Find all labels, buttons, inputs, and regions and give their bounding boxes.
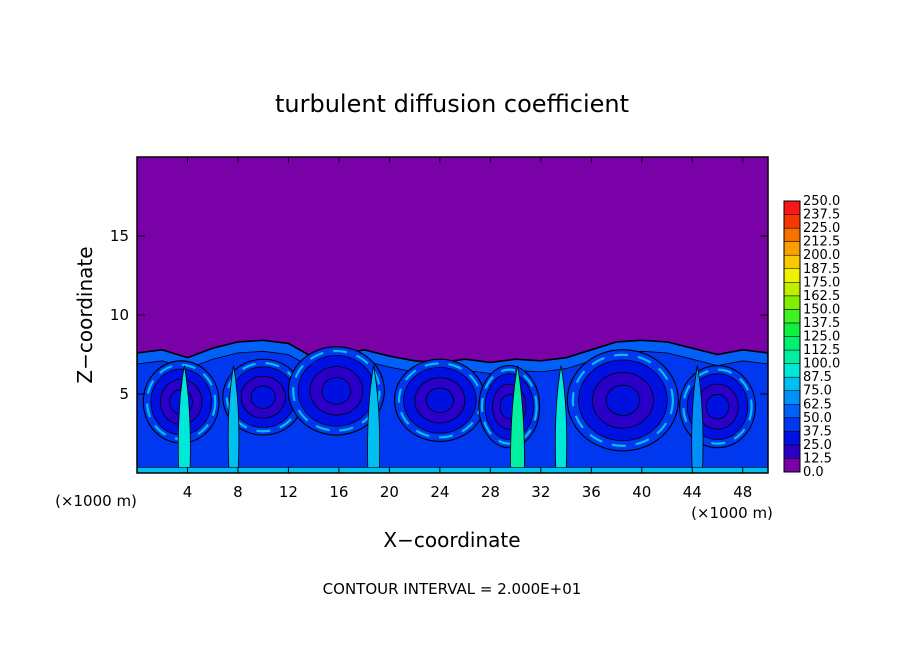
colorbar: 0.012.525.037.550.062.575.087.5100.0112.… (783, 194, 840, 480)
plume-6 (691, 365, 704, 473)
colorbar-label: 12.5 (803, 451, 832, 466)
colorbar-label: 212.5 (803, 235, 840, 250)
plume-2 (227, 365, 240, 473)
y-tick-label: 10 (110, 306, 129, 324)
colorbar-label: 37.5 (803, 424, 832, 439)
x-tick-label: 48 (733, 483, 752, 501)
colorbar-swatch (783, 417, 801, 432)
colorbar-label: 25.0 (803, 438, 832, 453)
colorbar-swatch (783, 241, 801, 256)
x-tick-label: 8 (233, 483, 243, 501)
colorbar-swatch (783, 390, 801, 405)
colorbar-swatch (783, 431, 801, 446)
colorbar-swatch (783, 444, 801, 459)
colorbar-swatch (783, 349, 801, 364)
colorbar-swatch (783, 322, 801, 337)
x-tick-label: 40 (632, 483, 651, 501)
eddy-3-rim (292, 349, 381, 432)
colorbar-label: 87.5 (803, 370, 832, 385)
colorbar-swatch (783, 214, 801, 229)
y-axis-label: Z−coordinate (73, 246, 97, 383)
y-tick-label: 5 (119, 385, 129, 403)
eddy-7-contour-4 (705, 393, 730, 420)
x-tick-label: 12 (279, 483, 298, 501)
colorbar-swatch (783, 336, 801, 351)
colorbar-label: 125.0 (803, 330, 840, 345)
colorbar-label: 62.5 (803, 397, 832, 412)
colorbar-frame (783, 200, 801, 473)
plot-area (136, 156, 769, 474)
colorbar-label: 250.0 (803, 194, 840, 209)
plume-4 (510, 365, 525, 473)
x-tick-label: 20 (380, 483, 399, 501)
colorbar-label: 50.0 (803, 411, 832, 426)
x-tick-label: 28 (481, 483, 500, 501)
plume-3 (367, 365, 381, 473)
colorbar-swatch (783, 404, 801, 419)
x-tick-label: 24 (430, 483, 449, 501)
eddy-6-rim (571, 353, 674, 447)
chart-title: turbulent diffusion coefficient (275, 90, 629, 118)
x-tick-label: 32 (531, 483, 550, 501)
colorbar-swatch (783, 268, 801, 283)
colorbar-swatch (783, 282, 801, 297)
y-axis: 5 10 15 (110, 227, 768, 403)
colorbar-swatch (783, 227, 801, 242)
colorbar-label: 100.0 (803, 357, 840, 372)
colorbar-label: 137.5 (803, 316, 840, 331)
colorbar-label: 237.5 (803, 208, 840, 223)
colorbar-swatch (783, 376, 801, 391)
contour-interval-note: CONTOUR INTERVAL = 2.000E+01 (323, 580, 582, 598)
eddy-3-contour-4 (321, 377, 352, 405)
colorbar-swatch (783, 458, 801, 473)
colorbar-label: 187.5 (803, 262, 840, 277)
eddy-4-contour-4 (425, 387, 454, 413)
y-tick-label: 15 (110, 227, 129, 245)
x-tick-label: 36 (582, 483, 601, 501)
eddy-6-contour-4 (605, 384, 640, 416)
x-axis-label: X−coordinate (383, 528, 520, 552)
diffusion-field (137, 339, 768, 473)
colorbar-label: 150.0 (803, 302, 840, 317)
colorbar-swatch (783, 295, 801, 310)
colorbar-label: 0.0 (803, 465, 824, 480)
colorbar-label: 200.0 (803, 248, 840, 263)
x-axis: 4 8 12 16 20 24 28 32 36 40 44 48 (183, 157, 752, 501)
eddy-2-contour-4 (250, 385, 276, 409)
colorbar-label: 112.5 (803, 343, 840, 358)
x-tick-label: 16 (329, 483, 348, 501)
plume-1 (177, 365, 191, 473)
colorbar-label: 75.0 (803, 384, 832, 399)
eddy-5-rim (480, 368, 538, 445)
colorbar-swatch (783, 363, 801, 378)
x-unit-right: (×1000 m) (691, 504, 773, 522)
colorbar-swatch (783, 200, 801, 215)
x-tick-label: 44 (683, 483, 702, 501)
colorbar-label: 175.0 (803, 275, 840, 290)
colorbar-swatch (783, 254, 801, 269)
x-unit-left: (×1000 m) (55, 492, 137, 510)
eddy-7-rim (682, 368, 753, 445)
plume-5 (554, 365, 568, 473)
x-tick-label: 4 (183, 483, 193, 501)
colorbar-swatch (783, 309, 801, 324)
colorbar-label: 225.0 (803, 221, 840, 236)
colorbar-label: 162.5 (803, 289, 840, 304)
surface-layer (137, 467, 768, 473)
